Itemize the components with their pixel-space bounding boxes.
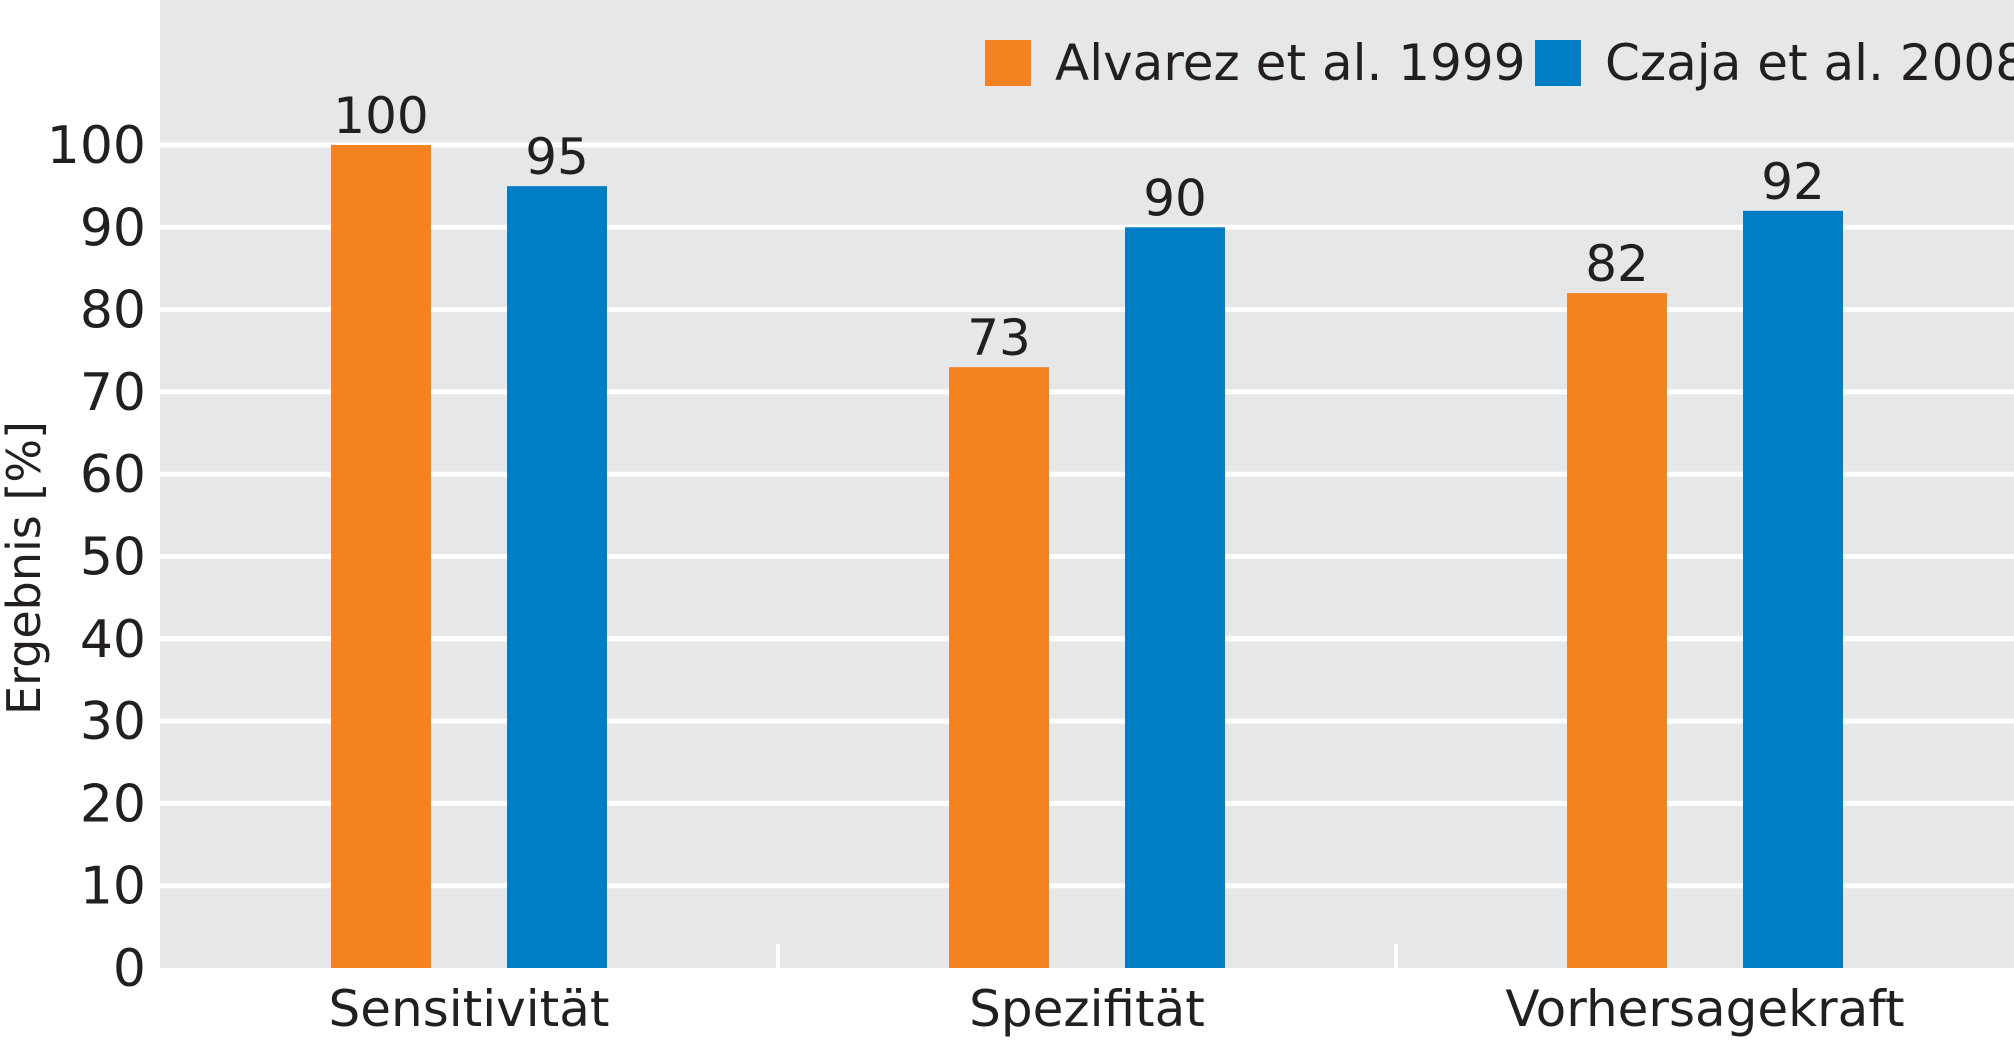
plot-background xyxy=(160,0,2014,968)
y-tick-label: 90 xyxy=(80,198,146,258)
legend: Alvarez et al. 1999 Czaja et al. 2008 xyxy=(985,34,2014,92)
y-tick-label: 50 xyxy=(80,528,146,588)
data-label: 100 xyxy=(333,87,428,145)
y-tick-label: 30 xyxy=(80,692,146,752)
data-label: 92 xyxy=(1761,153,1825,211)
bar xyxy=(1567,293,1667,968)
y-tick-label: 60 xyxy=(80,445,146,505)
data-labels: 100 95 73 90 82 92 xyxy=(333,87,1825,367)
legend-swatch xyxy=(1535,40,1581,86)
bars xyxy=(331,145,1843,969)
y-tick-label: 80 xyxy=(80,281,146,341)
y-axis-tick-labels: 0 10 20 30 40 50 60 70 80 90 100 xyxy=(47,116,146,999)
y-tick-label: 20 xyxy=(80,774,146,834)
x-tick-label: Vorhersagekraft xyxy=(1505,980,1904,1038)
x-axis-category-labels: Sensitivität Spezifität Vorhersagekraft xyxy=(329,980,1905,1038)
data-label: 90 xyxy=(1143,169,1207,227)
y-axis-title: Ergebnis [%] xyxy=(0,421,51,715)
gridlines xyxy=(160,142,2014,889)
x-tick-label: Sensitivität xyxy=(329,980,610,1038)
category-separators xyxy=(776,944,1398,968)
legend-swatch xyxy=(985,40,1031,86)
data-label: 82 xyxy=(1585,235,1649,293)
data-label: 95 xyxy=(525,128,589,186)
legend-label: Alvarez et al. 1999 xyxy=(1055,34,1526,92)
legend-label: Czaja et al. 2008 xyxy=(1605,34,2014,92)
data-label: 73 xyxy=(967,309,1031,367)
bar xyxy=(1125,227,1225,969)
y-tick-label: 100 xyxy=(47,116,146,176)
y-tick-label: 70 xyxy=(80,363,146,423)
bar xyxy=(331,145,431,968)
bar xyxy=(507,186,607,968)
y-tick-label: 0 xyxy=(113,939,146,999)
y-tick-label: 40 xyxy=(80,610,146,670)
bar xyxy=(949,367,1049,969)
y-tick-label: 10 xyxy=(80,857,146,917)
x-tick-label: Spezifität xyxy=(969,980,1205,1038)
bar xyxy=(1743,210,1843,969)
